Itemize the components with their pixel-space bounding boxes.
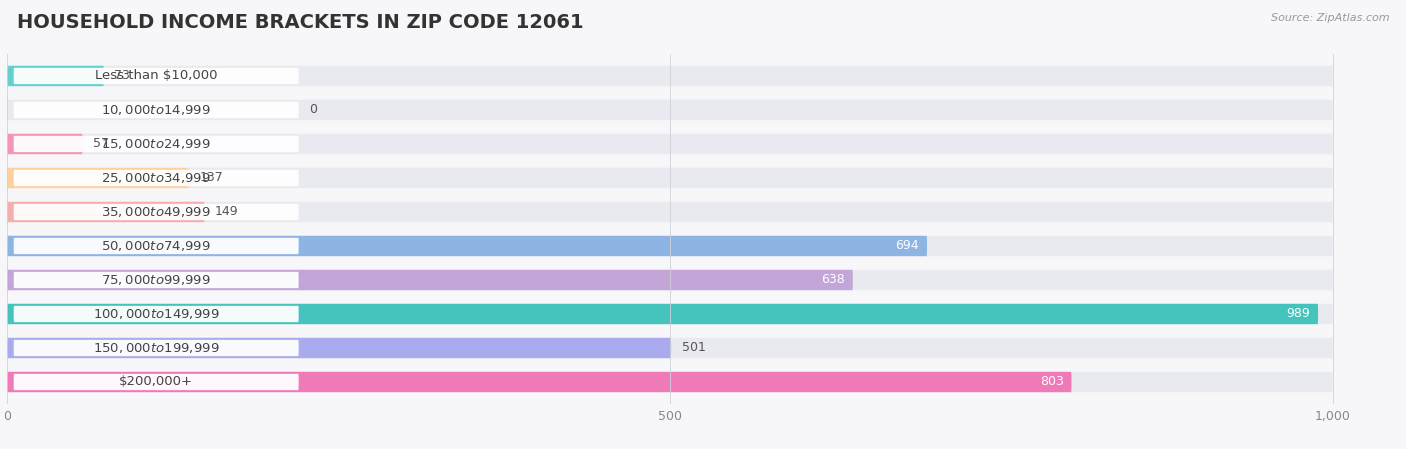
FancyBboxPatch shape	[7, 338, 671, 358]
FancyBboxPatch shape	[7, 134, 83, 154]
FancyBboxPatch shape	[7, 100, 1333, 120]
Text: $25,000 to $34,999: $25,000 to $34,999	[101, 171, 211, 185]
FancyBboxPatch shape	[7, 168, 188, 188]
FancyBboxPatch shape	[7, 168, 1333, 188]
FancyBboxPatch shape	[7, 304, 1317, 324]
Text: 149: 149	[215, 206, 239, 219]
FancyBboxPatch shape	[14, 136, 298, 152]
FancyBboxPatch shape	[14, 68, 298, 84]
Text: $150,000 to $199,999: $150,000 to $199,999	[93, 341, 219, 355]
Text: $75,000 to $99,999: $75,000 to $99,999	[101, 273, 211, 287]
FancyBboxPatch shape	[7, 202, 1333, 222]
FancyBboxPatch shape	[14, 102, 298, 118]
FancyBboxPatch shape	[14, 238, 298, 254]
FancyBboxPatch shape	[7, 304, 1333, 324]
Text: HOUSEHOLD INCOME BRACKETS IN ZIP CODE 12061: HOUSEHOLD INCOME BRACKETS IN ZIP CODE 12…	[17, 13, 583, 32]
FancyBboxPatch shape	[14, 170, 298, 186]
FancyBboxPatch shape	[14, 306, 298, 322]
Text: 501: 501	[682, 342, 706, 355]
Text: $35,000 to $49,999: $35,000 to $49,999	[101, 205, 211, 219]
FancyBboxPatch shape	[14, 204, 298, 220]
Text: 989: 989	[1286, 308, 1310, 321]
FancyBboxPatch shape	[7, 338, 1333, 358]
FancyBboxPatch shape	[7, 66, 1333, 86]
FancyBboxPatch shape	[7, 372, 1071, 392]
Text: 73: 73	[114, 70, 131, 83]
Text: $100,000 to $149,999: $100,000 to $149,999	[93, 307, 219, 321]
Text: $50,000 to $74,999: $50,000 to $74,999	[101, 239, 211, 253]
Text: 137: 137	[200, 172, 224, 185]
FancyBboxPatch shape	[7, 134, 1333, 154]
FancyBboxPatch shape	[7, 270, 1333, 290]
Text: 0: 0	[309, 103, 318, 116]
Text: $15,000 to $24,999: $15,000 to $24,999	[101, 137, 211, 151]
FancyBboxPatch shape	[7, 372, 1333, 392]
Text: 803: 803	[1039, 375, 1063, 388]
Text: $10,000 to $14,999: $10,000 to $14,999	[101, 103, 211, 117]
FancyBboxPatch shape	[7, 202, 204, 222]
FancyBboxPatch shape	[14, 374, 298, 390]
Text: Less than $10,000: Less than $10,000	[96, 70, 218, 83]
FancyBboxPatch shape	[7, 236, 1333, 256]
Text: 57: 57	[93, 137, 110, 150]
Text: $200,000+: $200,000+	[120, 375, 193, 388]
FancyBboxPatch shape	[14, 340, 298, 356]
FancyBboxPatch shape	[7, 236, 927, 256]
Text: 694: 694	[896, 239, 920, 252]
Text: 638: 638	[821, 273, 845, 286]
FancyBboxPatch shape	[7, 270, 853, 290]
FancyBboxPatch shape	[14, 272, 298, 288]
Text: Source: ZipAtlas.com: Source: ZipAtlas.com	[1271, 13, 1389, 23]
FancyBboxPatch shape	[7, 66, 104, 86]
